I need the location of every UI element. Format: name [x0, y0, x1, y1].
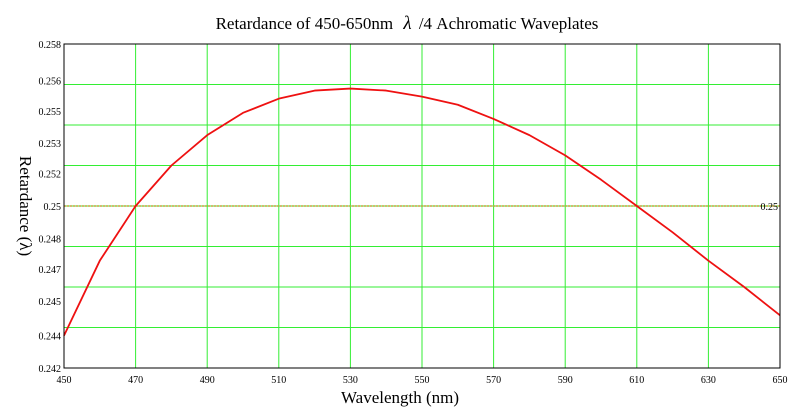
y-tick-label: 0.255 — [39, 107, 62, 118]
x-tick-labels: 450 470 490 510 530 550 570 590 610 630 650 — [57, 375, 788, 386]
x-axis-label: Wavelength (nm) — [341, 388, 459, 407]
chart-title-prefix: Retardance of 450-650nm — [216, 14, 394, 33]
x-tick-label: 530 — [343, 375, 358, 386]
x-tick-label: 590 — [558, 375, 573, 386]
series-group — [63, 87, 781, 336]
x-tick-label: 510 — [271, 375, 286, 386]
x-tick-label: 630 — [701, 375, 716, 386]
y-tick-label: 0.242 — [39, 364, 62, 375]
y-tick-label: 0.256 — [39, 76, 62, 87]
y-tick-label: 0.253 — [39, 139, 62, 150]
y-tick-label: 0.258 — [39, 40, 62, 51]
chart-title-suffix: /4 Achromatic Waveplates — [419, 14, 599, 33]
x-tick-label: 490 — [200, 375, 215, 386]
y-tick-label: 0.247 — [39, 265, 62, 276]
x-tick-label: 450 — [57, 375, 72, 386]
y-tick-label: 0.245 — [39, 297, 62, 308]
x-tick-label: 610 — [629, 375, 644, 386]
x-tick-label: 470 — [128, 375, 143, 386]
chart-title: Retardance of 450-650nm λ /4 Achromatic … — [216, 13, 599, 34]
y-tick-labels: 0.242 0.244 0.245 0.247 0.248 0.25 0.252 0.253 0… — [39, 40, 62, 375]
x-tick-label: 550 — [415, 375, 430, 386]
x-tick-label: 650 — [773, 375, 788, 386]
y-tick-label: 0.248 — [39, 234, 62, 245]
reference-line-label: 0.25 — [761, 202, 779, 213]
chart-title-lambda: λ — [402, 13, 411, 34]
plot-frame — [63, 43, 781, 369]
y-axis-label: Retardance (λ) — [16, 156, 35, 256]
reference-line-group: 0.25 — [64, 202, 780, 213]
series-line — [63, 87, 781, 336]
y-tick-label: 0.244 — [39, 332, 62, 343]
x-tick-label: 570 — [486, 375, 501, 386]
y-tick-label: 0.25 — [44, 202, 62, 213]
y-tick-label: 0.252 — [39, 170, 62, 181]
